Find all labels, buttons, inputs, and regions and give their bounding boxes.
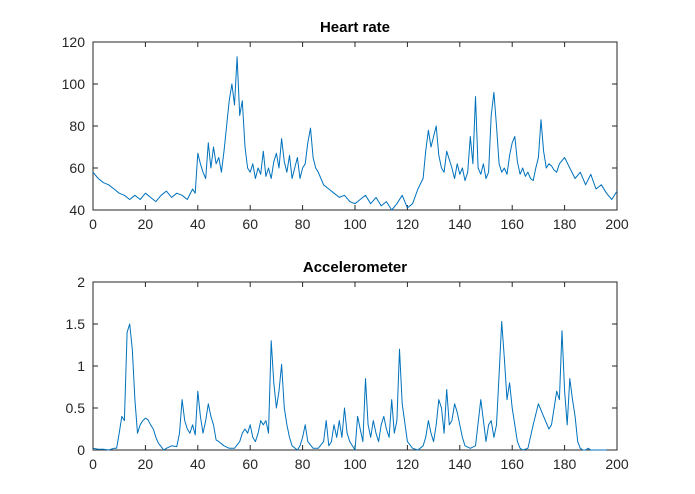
heart-rate-x-tick-label: 40 — [190, 216, 206, 232]
accelerometer-x-tick-label: 60 — [242, 456, 258, 472]
accelerometer-x-tick-label: 140 — [448, 456, 472, 472]
accelerometer-x-ticks: 0 20 40 60 80 100 120 140 160 180 200 — [89, 282, 629, 472]
accelerometer-series-line — [92, 321, 607, 451]
accelerometer-y-tick-label: 1 — [77, 358, 85, 374]
accelerometer-x-tick-label: 160 — [501, 456, 525, 472]
accelerometer-y-tick-label: 0.5 — [66, 400, 86, 416]
accelerometer-x-tick-label: 100 — [343, 456, 367, 472]
accelerometer-x-tick-label: 120 — [396, 456, 420, 472]
heart-rate-x-tick-label: 140 — [448, 216, 472, 232]
heart-rate-y-ticks: 40 60 80 100 120 — [62, 34, 617, 218]
heart-rate-x-ticks: 0 20 40 60 80 100 120 140 160 180 200 — [89, 42, 629, 232]
heart-rate-title: Heart rate — [320, 19, 390, 36]
heart-rate-x-tick-label: 60 — [242, 216, 258, 232]
accelerometer-x-tick-label: 20 — [138, 456, 154, 472]
heart-rate-y-tick-label: 40 — [69, 202, 85, 218]
accelerometer-y-tick-label: 1.5 — [66, 316, 86, 332]
heart-rate-y-tick-label: 100 — [62, 76, 86, 92]
accelerometer-x-tick-label: 180 — [553, 456, 577, 472]
heart-rate-chart: Heart rate 0 20 40 60 80 100 120 140 160 180 200 4… — [62, 19, 629, 232]
heart-rate-x-tick-label: 160 — [501, 216, 525, 232]
heart-rate-series-line — [92, 56, 618, 211]
accelerometer-axes-box — [92, 281, 618, 451]
heart-rate-x-tick-label: 0 — [89, 216, 97, 232]
accelerometer-y-ticks: 0 0.5 1 1.5 2 — [66, 274, 617, 458]
accelerometer-y-tick-label: 0 — [77, 442, 85, 458]
heart-rate-axes-box — [92, 41, 618, 211]
accelerometer-x-tick-label: 80 — [295, 456, 311, 472]
accelerometer-x-tick-label: 200 — [605, 456, 629, 472]
heart-rate-x-tick-label: 120 — [396, 216, 420, 232]
heart-rate-y-tick-label: 60 — [69, 160, 85, 176]
heart-rate-y-tick-label: 80 — [69, 118, 85, 134]
accelerometer-y-tick-label: 2 — [77, 274, 85, 290]
accelerometer-chart: Accelerometer 0 20 40 60 80 100 120 140 160 180 20… — [66, 259, 629, 472]
heart-rate-x-tick-label: 20 — [138, 216, 154, 232]
accelerometer-x-tick-label: 40 — [190, 456, 206, 472]
heart-rate-x-tick-label: 180 — [553, 216, 577, 232]
heart-rate-x-tick-label: 80 — [295, 216, 311, 232]
accelerometer-title: Accelerometer — [303, 259, 407, 276]
heart-rate-y-tick-label: 120 — [62, 34, 86, 50]
heart-rate-x-tick-label: 200 — [605, 216, 629, 232]
heart-rate-x-tick-label: 100 — [343, 216, 367, 232]
accelerometer-x-tick-label: 0 — [89, 456, 97, 472]
